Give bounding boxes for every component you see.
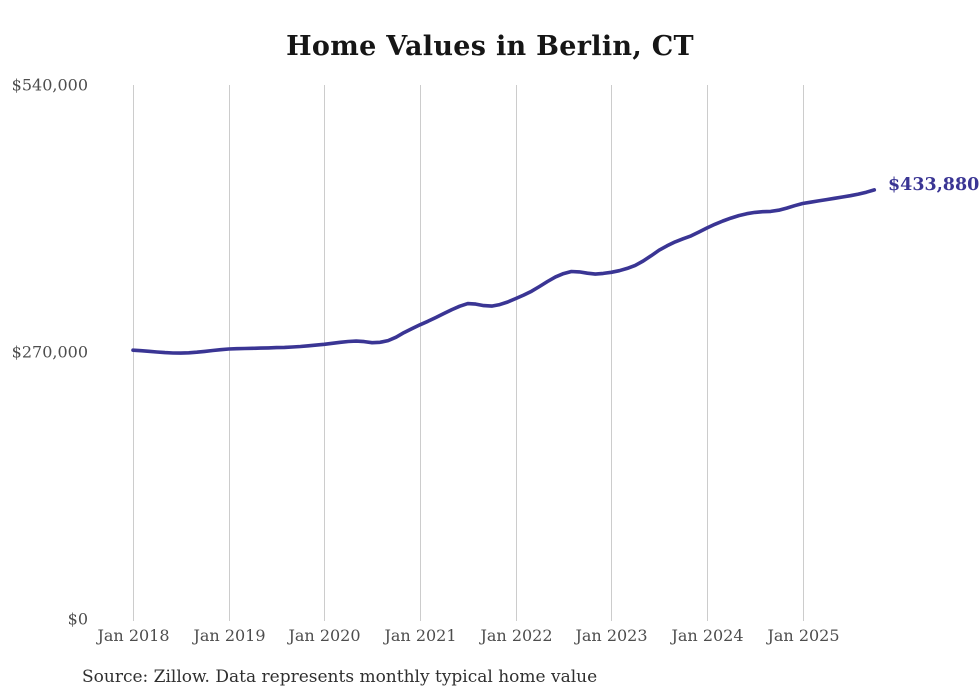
x-tick-label: Jan 2024: [669, 626, 743, 645]
x-tick-label: Jan 2019: [191, 626, 265, 645]
y-tick-label: $540,000: [12, 76, 88, 95]
x-tick-label: Jan 2025: [765, 626, 839, 645]
source-note: Source: Zillow. Data represents monthly …: [82, 667, 598, 687]
x-tick-label: Jan 2018: [95, 626, 169, 645]
home-value-line: [131, 188, 877, 355]
y-tick-label: $270,000: [12, 343, 88, 362]
x-tick-label: Jan 2023: [573, 626, 647, 645]
x-tick-label: Jan 2021: [382, 626, 456, 645]
x-tick-label: Jan 2020: [286, 626, 360, 645]
y-tick-label: $0: [68, 610, 88, 629]
x-tick-label: Jan 2022: [478, 626, 552, 645]
chart-title: Home Values in Berlin, CT: [286, 31, 694, 62]
current-value-label: $433,880: [888, 175, 979, 195]
